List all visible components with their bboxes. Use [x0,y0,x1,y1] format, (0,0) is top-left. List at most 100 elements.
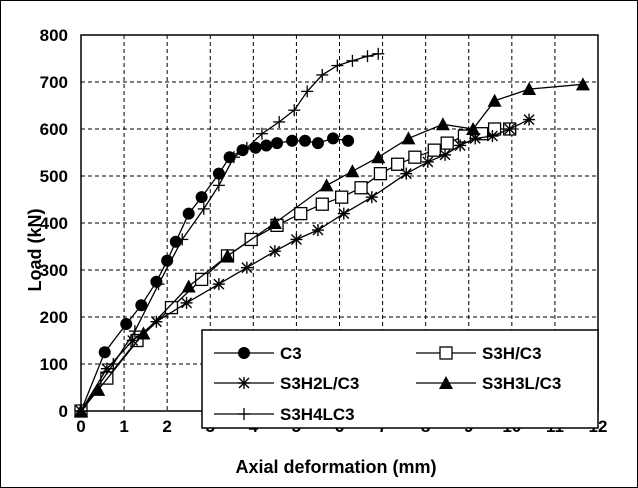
filled-triangle-marker [371,150,386,164]
series-line [80,119,530,412]
series-group [74,47,590,418]
series-line [80,53,379,412]
open-square-marker [391,157,405,171]
filled-triangle-marker [345,164,360,178]
plus-marker [238,408,250,420]
filled-triangle-marker [435,117,450,131]
plus-marker [197,202,210,215]
plus-marker [107,358,120,370]
asterisk-marker [240,261,253,274]
y-axis-title: Load (kN) [25,208,45,291]
open-square-marker [335,190,349,204]
open-square-marker [194,272,209,287]
legend-label: C3 [280,344,302,363]
y-tick-label: 100 [40,355,68,374]
y-tick-label: 300 [40,261,68,280]
asterisk-marker [454,139,467,152]
plus-marker [212,179,225,192]
filled-circle-marker [212,167,225,180]
asterisk-marker [503,123,516,135]
legend-entry: C3 [214,344,302,363]
plus-marker [240,141,253,154]
asterisk-marker [290,233,303,246]
plus-marker [301,85,314,98]
legend-entry: S3H2L/C3 [214,374,359,393]
open-square-marker [427,143,441,157]
filled-circle-marker [271,137,284,150]
filled-circle-marker [120,318,133,331]
filled-triangle-marker [401,131,416,145]
legend-label: S3H3L/C3 [482,374,561,393]
legend-entry: S3H3L/C3 [416,374,561,393]
filled-triangle-marker [220,248,235,262]
plus-marker [316,68,329,81]
filled-circle-marker [342,134,355,147]
plus-marker [346,54,359,67]
x-tick-label: 0 [76,417,85,436]
filled-triangle-marker [267,216,282,229]
asterisk-marker [400,167,413,180]
y-tick-label: 700 [40,73,68,92]
plus-marker [331,59,344,72]
y-tick-label: 400 [40,214,68,233]
plus-marker [152,278,165,291]
y-tick-label: 0 [59,402,68,421]
open-square-marker [373,166,388,181]
filled-triangle-marker [575,77,590,91]
filled-circle-marker [238,347,250,359]
legend-label: S3H/C3 [482,344,542,363]
asterisk-marker [150,315,163,328]
legend-entry: S3H/C3 [416,344,542,363]
open-square-marker [354,181,368,195]
legend-box [201,329,599,429]
filled-circle-marker [182,207,195,220]
asterisk-marker [439,148,452,161]
asterisk-marker [268,245,281,258]
y-tick-label: 600 [40,120,68,139]
filled-circle-marker [98,346,111,359]
filled-circle-marker [311,137,324,150]
series-5 [75,47,385,417]
filled-triangle-marker [487,93,502,107]
asterisk-marker [365,191,378,204]
plus-marker [361,50,374,63]
asterisk-marker [238,377,250,389]
filled-triangle-marker [181,279,196,293]
plus-marker [128,325,141,338]
asterisk-marker [212,278,225,291]
legend-label: S3H4LC3 [280,405,355,424]
filled-circle-marker [249,141,262,154]
asterisk-marker [180,296,193,309]
legend-entry: S3H4LC3 [214,405,355,424]
x-tick-label: 2 [162,417,171,436]
plus-marker [227,151,240,164]
open-square-marker [294,206,308,221]
asterisk-marker [486,130,499,143]
legend-label: S3H2L/C3 [280,374,359,393]
plus-marker [255,127,268,140]
open-square-marker [439,346,453,360]
filled-circle-marker [150,275,163,288]
open-square-marker [440,136,454,150]
asterisk-marker [337,207,350,220]
open-square-marker [315,197,329,211]
filled-circle-marker [195,191,208,204]
filled-circle-marker [169,235,182,248]
filled-triangle-marker [439,376,453,389]
plus-marker [288,104,301,117]
asterisk-marker [311,224,324,237]
filled-circle-marker [299,134,312,147]
filled-triangle-marker [522,82,537,96]
plus-marker [372,47,385,60]
plus-marker [75,405,87,417]
asterisk-marker [523,113,536,126]
legend: C3 S3H/C3 S3H2L/C3 S3H3L/C3 S3H4LC3 [201,329,599,429]
x-axis-title: Axial deformation (mm) [235,457,436,477]
filled-circle-marker [327,132,340,145]
y-tick-label: 200 [40,308,68,327]
open-square-marker [408,150,422,164]
plus-marker [176,233,189,246]
asterisk-marker [421,155,434,168]
x-tick-label: 1 [119,417,128,436]
